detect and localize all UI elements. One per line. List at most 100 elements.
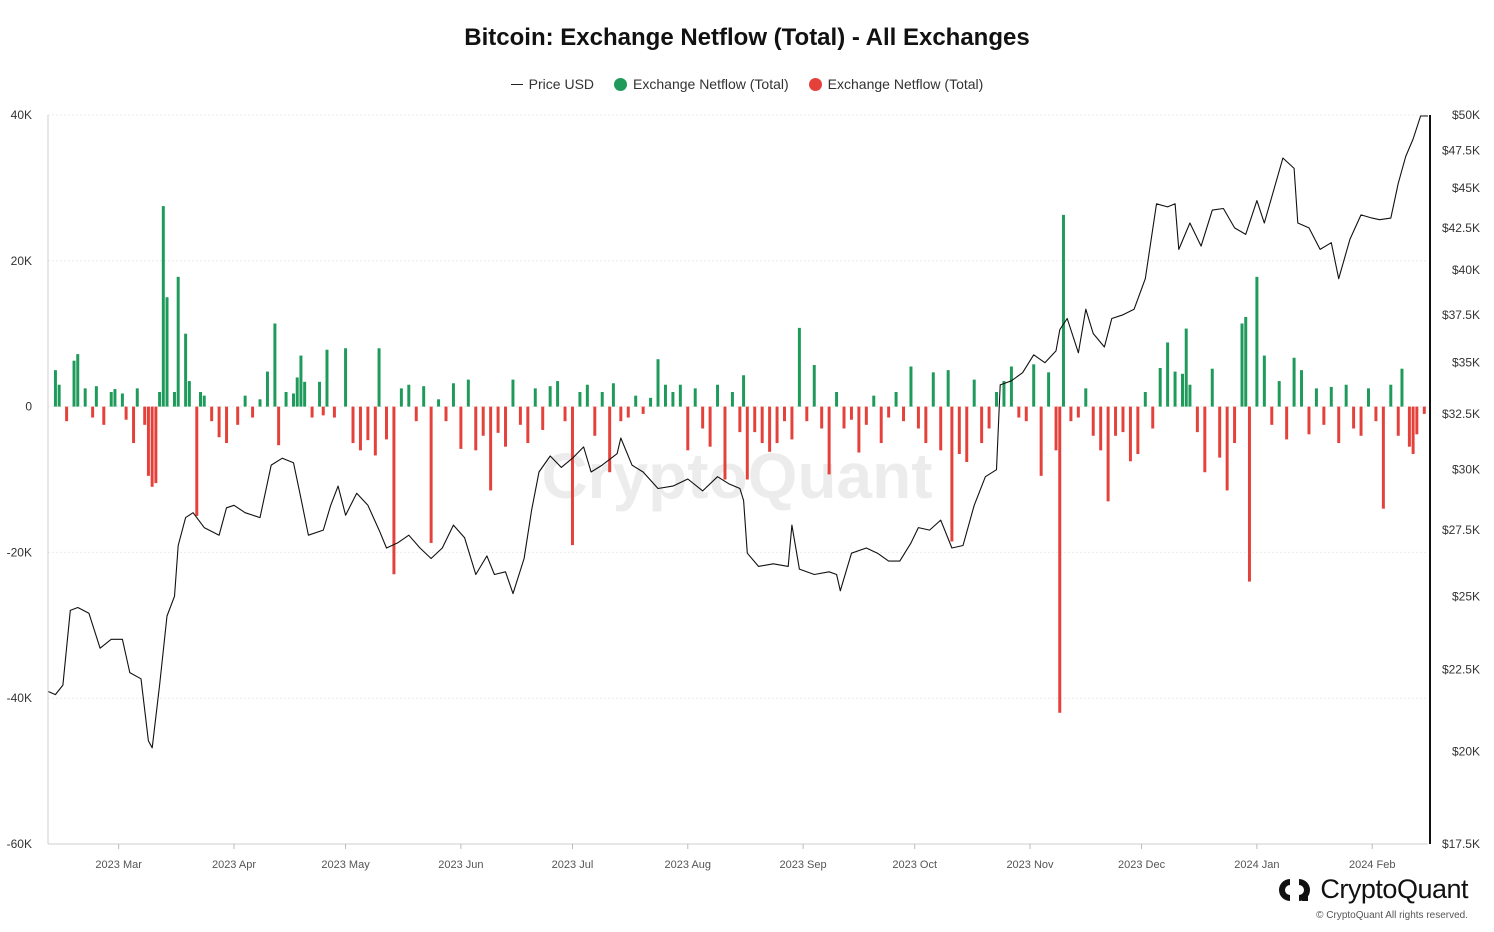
netflow-bar-inflow (1158, 367, 1162, 407)
netflow-bar-outflow (1058, 406, 1062, 713)
netflow-bar-outflow (957, 406, 961, 454)
left-tick-label: 20K (11, 254, 32, 268)
netflow-bar-outflow (1195, 406, 1199, 433)
netflow-bar-inflow (1292, 357, 1296, 407)
netflow-bar-outflow (1247, 406, 1251, 582)
netflow-bar-inflow (113, 389, 117, 407)
netflow-bar-inflow (176, 276, 180, 407)
x-tick-label: 2023 Oct (892, 859, 937, 871)
netflow-bar-outflow (820, 406, 824, 429)
netflow-bar-inflow (184, 333, 188, 407)
netflow-bar-inflow (1244, 316, 1248, 407)
legend: Price USD Exchange Netflow (Total) Excha… (0, 76, 1494, 92)
netflow-bar-inflow (742, 375, 746, 407)
netflow-bar-outflow (143, 406, 147, 425)
right-tick-label: $45K (1452, 181, 1480, 195)
netflow-bar-outflow (1114, 406, 1118, 436)
chart-title: Bitcoin: Exchange Netflow (Total) - All … (464, 24, 1030, 51)
netflow-bar-inflow (72, 360, 76, 407)
netflow-bar-inflow (1210, 368, 1214, 407)
netflow-bar-outflow (444, 406, 448, 422)
netflow-bar-inflow (548, 386, 552, 407)
x-tick-label: 2023 May (321, 859, 370, 871)
netflow-bar-inflow (243, 395, 247, 407)
netflow-bar-outflow (102, 406, 106, 425)
netflow-bar-outflow (65, 406, 69, 422)
netflow-bar-outflow (849, 406, 853, 420)
netflow-bar-inflow (295, 377, 299, 407)
netflow-bar-outflow (496, 406, 500, 433)
netflow-bar-inflow (1181, 373, 1184, 407)
right-tick-label: $22.5K (1442, 662, 1480, 676)
netflow-bar-outflow (1411, 406, 1415, 454)
legend-item-price[interactable]: Price USD (510, 76, 594, 92)
right-tick-label: $47.5K (1442, 144, 1480, 158)
netflow-bar-outflow (481, 406, 485, 436)
netflow-bar-outflow (358, 406, 362, 451)
netflow-bar-inflow (634, 395, 638, 407)
netflow-bar-outflow (518, 406, 522, 425)
netflow-bar-outflow (738, 406, 742, 433)
netflow-bar-outflow (1024, 406, 1028, 422)
left-tick-label: -60K (7, 837, 32, 851)
legend-item-netflow-negative[interactable]: Exchange Netflow (Total) (808, 76, 983, 92)
netflow-bar-outflow (1381, 406, 1385, 509)
netflow-bar-outflow (459, 406, 463, 449)
netflow-bar-outflow (827, 406, 831, 475)
netflow-bar-inflow (344, 348, 348, 407)
netflow-bar-inflow (1032, 364, 1036, 407)
brand: CryptoQuant (1278, 874, 1468, 905)
x-tick-label: 2024 Jan (1234, 859, 1279, 871)
netflow-bar-inflow (1329, 386, 1333, 407)
netflow-bar-inflow (1061, 214, 1065, 407)
netflow-bar-outflow (1285, 406, 1289, 440)
netflow-bar-inflow (407, 384, 411, 407)
netflow-bar-inflow (578, 392, 582, 407)
netflow-bars (53, 206, 1426, 713)
netflow-bar-outflow (1076, 406, 1080, 418)
netflow-bar-outflow (310, 406, 314, 418)
netflow-bar-outflow (1352, 406, 1356, 429)
netflow-bar-inflow (1173, 371, 1177, 407)
netflow-bar-inflow (399, 388, 403, 407)
right-tick-label: $27.5K (1442, 523, 1480, 537)
netflow-bar-inflow (649, 397, 653, 407)
right-tick-label: $30K (1452, 463, 1480, 477)
netflow-bar-outflow (414, 406, 418, 422)
netflow-bar-outflow (1121, 406, 1125, 433)
x-tick-label: 2023 Mar (95, 859, 142, 871)
netflow-bar-inflow (730, 392, 734, 407)
right-axis-ticks: $50K $47.5K $45K $42.5K $40K $37.5K $35K $32.5K… (1442, 108, 1480, 851)
right-tick-label: $25K (1452, 589, 1480, 603)
netflow-bar-outflow (332, 406, 336, 418)
netflow-bar-outflow (195, 406, 199, 516)
netflow-bar-outflow (1374, 406, 1378, 422)
netflow-bar-outflow (1396, 406, 1400, 436)
netflow-bar-inflow (422, 386, 426, 407)
netflow-bar-inflow (1400, 368, 1404, 407)
netflow-bar-inflow (663, 384, 667, 407)
x-tick-label: 2024 Feb (1349, 859, 1395, 871)
price-line-layer (47, 115, 1428, 749)
x-tick-label: 2023 Apr (212, 859, 256, 871)
netflow-bar-outflow (1039, 406, 1043, 476)
right-tick-label: $32.5K (1442, 407, 1480, 421)
netflow-bar-outflow (251, 406, 255, 418)
netflow-bar-outflow (686, 406, 690, 451)
netflow-bar-outflow (641, 406, 645, 414)
netflow-bar-inflow (1255, 276, 1259, 407)
price-line (47, 115, 1428, 749)
netflow-bar-outflow (760, 406, 764, 444)
netflow-bar-inflow (1344, 384, 1348, 407)
netflow-bar-inflow (299, 355, 303, 407)
legend-item-netflow-positive[interactable]: Exchange Netflow (Total) (614, 76, 789, 92)
netflow-bar-outflow (277, 406, 281, 446)
netflow-bar-inflow (656, 359, 660, 407)
netflow-bar-outflow (236, 406, 240, 425)
left-tick-label: 40K (11, 108, 32, 122)
netflow-bar-outflow (987, 406, 991, 429)
netflow-bar-outflow (1407, 406, 1411, 447)
netflow-bar-outflow (902, 406, 906, 422)
netflow-bar-outflow (1091, 406, 1095, 436)
